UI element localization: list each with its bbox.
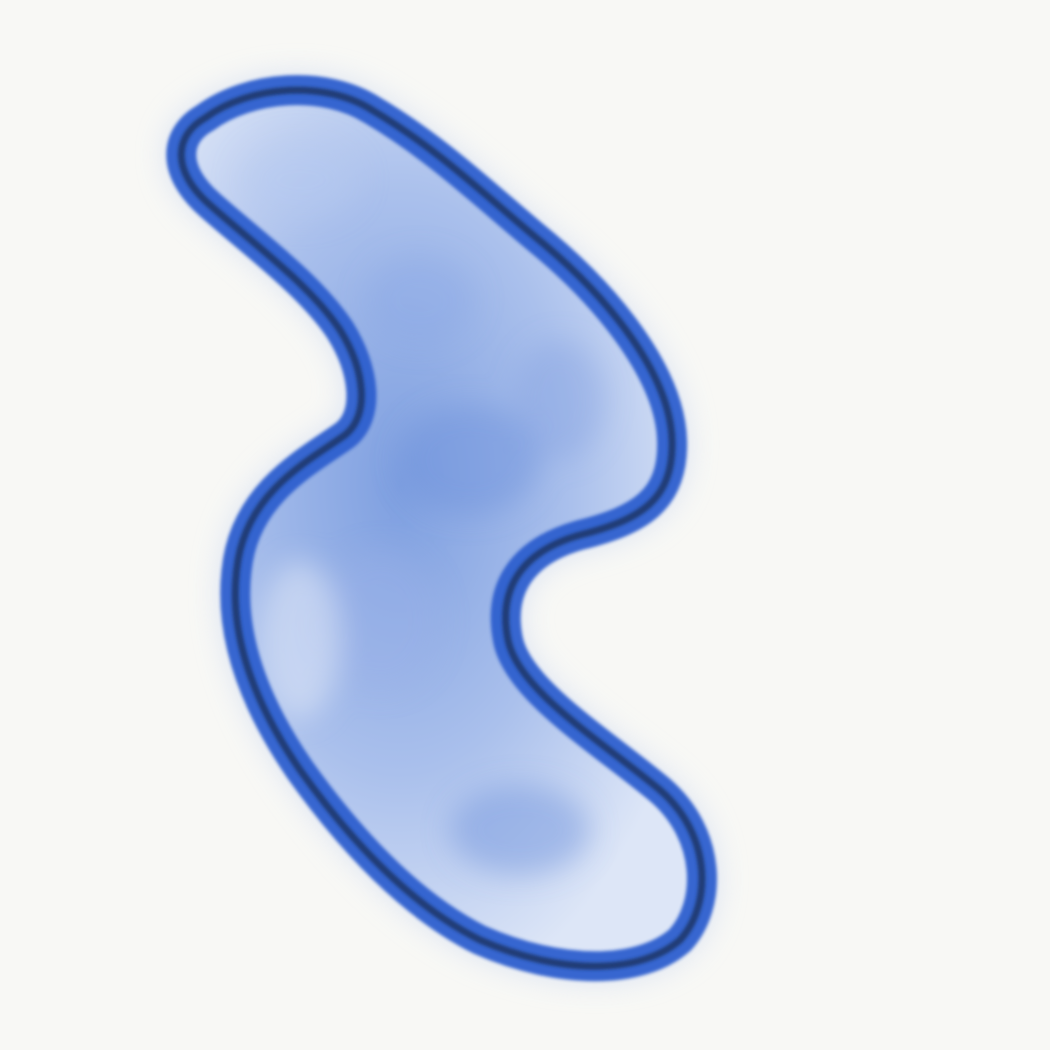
wash-texture bbox=[240, 140, 605, 875]
